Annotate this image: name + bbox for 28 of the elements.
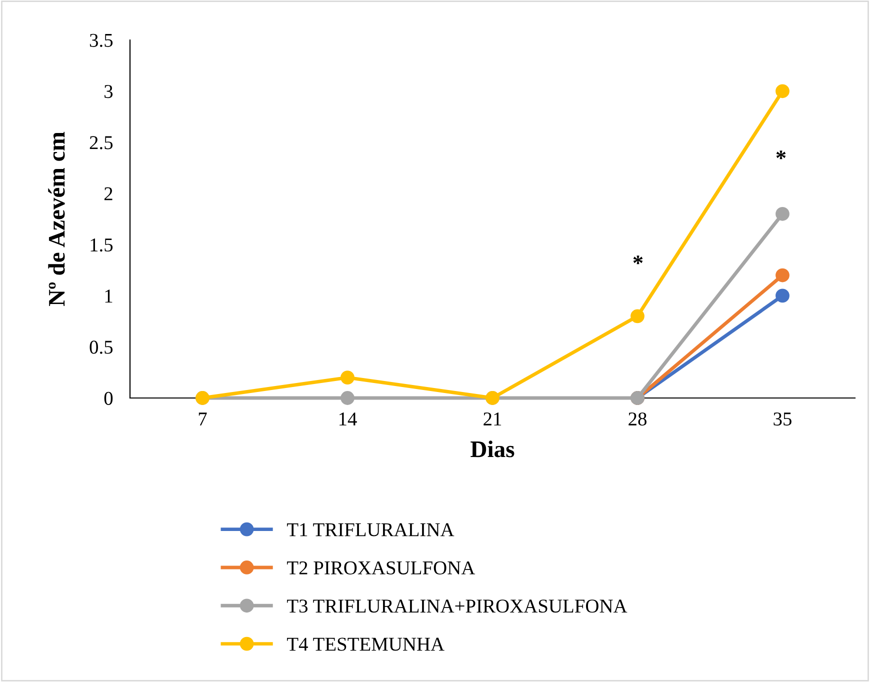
y-tick-label: 1.5 [90,238,113,252]
y-tick-label: 2.5 [90,136,113,150]
point [776,268,790,282]
x-tick-label: 7 [198,412,207,426]
point [340,391,354,405]
legend-label: T2 PIROXASULFONA [287,561,476,574]
x-tick-label: 21 [484,412,502,426]
y-tick-label: 0 [104,392,113,405]
point [776,206,790,221]
y-axis-title: Nº de Azevém cm [48,132,65,306]
y-tick-label: 2 [104,187,112,200]
annotation: * [776,150,786,160]
legend-label: T4 TESTEMUNHA [287,638,444,651]
point [630,309,644,324]
point [776,288,790,303]
y-tick-label: 3 [104,85,113,98]
x-axis-title: Dias [470,440,514,458]
legend-label: T3 TRIFLURALINA+PIROXASULFONA [287,600,628,613]
x-tick-label: 28 [628,412,646,426]
y-tick-label: 3.5 [90,34,113,48]
y-tick-label: 1 [105,290,112,302]
x-tick-label: 14 [339,412,357,426]
legend-label: T1 TRIFLURALINA [287,523,454,536]
x-tick-label: 35 [774,412,792,426]
point [340,370,354,384]
annotation: * [633,256,643,264]
y-tick-label: 0.5 [90,340,113,354]
point [776,84,790,98]
